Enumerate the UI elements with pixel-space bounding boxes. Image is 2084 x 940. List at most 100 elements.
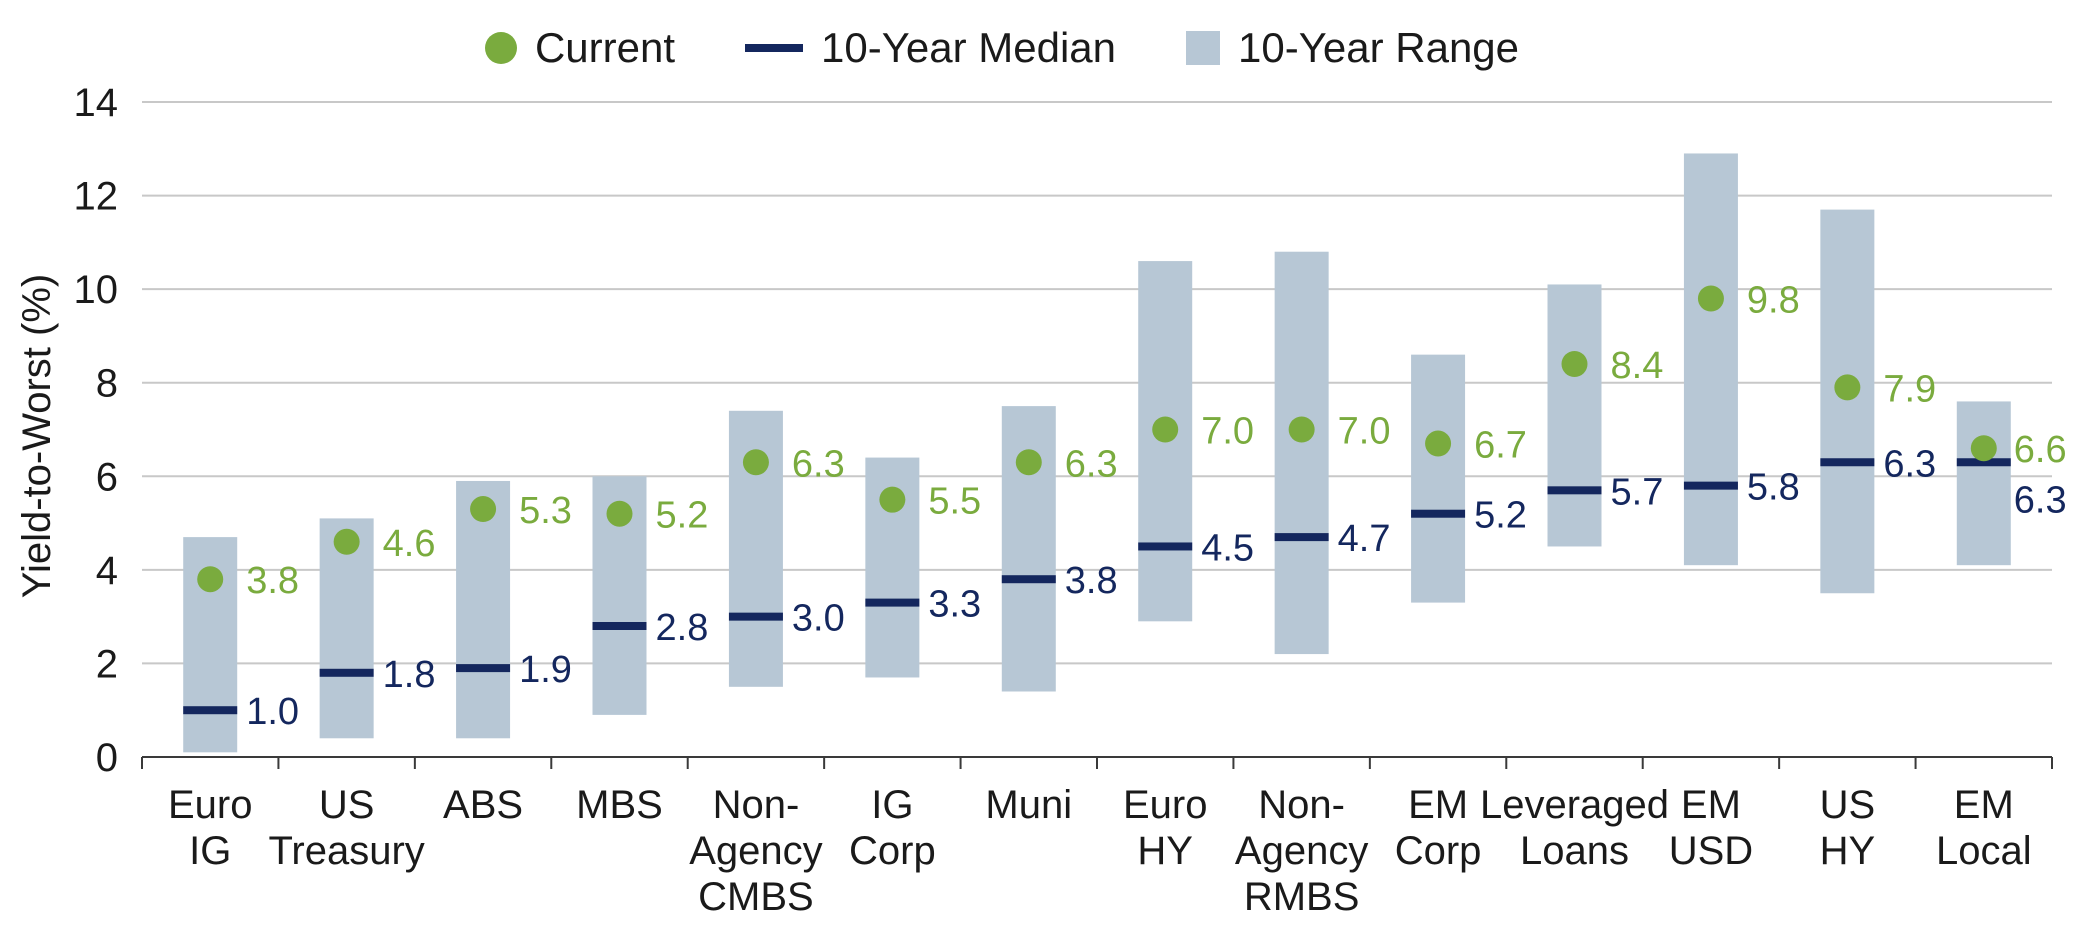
x-category-label-ig-corp: IG Corp xyxy=(849,783,936,873)
current-label-euro-hy: 7.0 xyxy=(1201,411,1254,453)
current-label-em-usd: 9.8 xyxy=(1747,280,1800,322)
current-dot-muni xyxy=(1015,449,1042,476)
current-dot-us-hy xyxy=(1834,374,1861,401)
range-bar-muni xyxy=(1001,406,1056,692)
x-category-label-line: ABS xyxy=(443,783,523,827)
legend: Current 10-Year Median 10-Year Range xyxy=(0,18,2044,78)
y-tick-label-12: 12 xyxy=(74,175,119,219)
x-category-label-line: Muni xyxy=(985,783,1072,827)
median-label-us-hy: 6.3 xyxy=(1883,443,1936,485)
current-label-euro-ig: 3.8 xyxy=(246,560,299,602)
current-label-muni: 6.3 xyxy=(1065,443,1118,485)
median-label-us-treasury: 1.8 xyxy=(383,654,436,696)
legend-median-label: 10-Year Median xyxy=(821,24,1117,71)
x-category-label-line: HY xyxy=(1137,829,1193,873)
x-category-label-line: EM xyxy=(1954,783,2014,827)
legend-item-range: 10-Year Range xyxy=(1186,24,1519,72)
range-bar-em-usd xyxy=(1683,153,1738,566)
median-bar-euro-hy xyxy=(1138,542,1193,551)
x-category-label-line: CMBS xyxy=(698,875,814,919)
range-bar-em-local xyxy=(1956,401,2011,566)
current-label-em-corp: 6.7 xyxy=(1474,425,1527,467)
range-bar-us-treasury xyxy=(319,518,374,739)
range-bar-abs xyxy=(456,480,511,739)
median-label-mbs: 2.8 xyxy=(656,607,709,649)
x-category-label-line: Loans xyxy=(1520,829,1629,873)
current-layer: 3.8 4.6 5.3 5.2 6.3 5.5 6.3 7.0 7.0 6.7 8.4 9.8 7.9 6… xyxy=(197,280,2067,602)
current-dot-euro-ig xyxy=(197,566,224,593)
median-bar-mbs xyxy=(592,622,647,630)
current-label-ig-corp: 5.5 xyxy=(928,481,981,523)
median-bar-us-hy xyxy=(1820,458,1875,467)
x-category-label-line: Agency xyxy=(689,829,822,873)
x-category-label-line: IG xyxy=(189,829,231,873)
x-category-label-line: Euro xyxy=(1123,783,1208,827)
x-category-label-leveraged-loans: Leveraged Loans xyxy=(1480,783,1669,873)
median-bar-euro-ig xyxy=(183,706,238,715)
current-label-us-treasury: 4.6 xyxy=(383,523,436,565)
current-dot-us-treasury xyxy=(333,528,360,555)
median-label-euro-hy: 4.5 xyxy=(1201,527,1254,569)
current-label-mbs: 5.2 xyxy=(656,495,709,537)
median-label-em-usd: 5.8 xyxy=(1747,467,1800,509)
median-label-euro-ig: 1.0 xyxy=(246,691,299,733)
x-category-label-line: MBS xyxy=(576,783,663,827)
x-category-label-line: Corp xyxy=(849,829,936,873)
x-category-label-line: USD xyxy=(1669,829,1753,873)
y-tick-label-4: 4 xyxy=(96,549,118,593)
median-label-non-agency-rmbs: 4.7 xyxy=(1338,518,1391,560)
median-label-leveraged-loans: 5.7 xyxy=(1611,471,1664,513)
median-label-non-agency-cmbs: 3.0 xyxy=(792,598,845,640)
median-bar-non-agency-cmbs xyxy=(728,612,783,621)
median-label-em-local: 6.3 xyxy=(2014,479,2067,521)
median-bar-muni xyxy=(1001,575,1056,584)
current-label-abs: 5.3 xyxy=(519,490,572,532)
legend-range-label: 10-Year Range xyxy=(1238,24,1520,71)
legend-item-current: Current xyxy=(484,24,675,72)
x-category-label-line: Treasury xyxy=(268,829,424,873)
median-label-abs: 1.9 xyxy=(519,649,572,691)
current-dot-em-usd xyxy=(1697,285,1724,312)
x-category-label-abs: ABS xyxy=(443,783,523,827)
y-tick-label-6: 6 xyxy=(96,455,118,499)
median-bar-non-agency-rmbs xyxy=(1274,533,1329,542)
current-dot-abs xyxy=(470,496,497,523)
median-label-ig-corp: 3.3 xyxy=(928,584,981,626)
median-bar-us-treasury xyxy=(319,668,374,677)
current-label-em-local: 6.6 xyxy=(2014,429,2067,471)
legend-current-marker xyxy=(484,32,517,64)
x-category-label-line: Agency xyxy=(1235,829,1368,873)
current-dot-em-local xyxy=(1970,435,1997,462)
range-bar-non-agency-rmbs xyxy=(1274,251,1329,655)
x-category-label-em-corp: EM Corp xyxy=(1395,783,1482,873)
x-category-label-mbs: MBS xyxy=(576,783,663,827)
current-dot-mbs xyxy=(606,500,633,527)
legend-median-marker xyxy=(745,44,804,52)
current-label-non-agency-cmbs: 6.3 xyxy=(792,443,845,485)
current-label-leveraged-loans: 8.4 xyxy=(1611,345,1664,387)
x-category-label-non-agency-cmbs: Non-Agency CMBS xyxy=(689,783,822,919)
x-category-label-us-hy: US HY xyxy=(1820,783,1876,873)
x-category-label-line: Non- xyxy=(713,783,800,827)
median-bar-em-corp xyxy=(1411,509,1466,518)
median-bar-em-usd xyxy=(1683,481,1738,490)
current-dot-em-corp xyxy=(1425,430,1452,457)
median-bar-em-local xyxy=(1956,458,2011,467)
y-tick-label-2: 2 xyxy=(96,642,118,686)
current-dot-euro-hy xyxy=(1152,416,1179,443)
range-bar-us-hy xyxy=(1820,209,1875,594)
x-category-label-em-local: EM Local xyxy=(1936,783,2032,873)
x-category-label-euro-ig: Euro IG xyxy=(168,783,253,873)
legend-range-marker xyxy=(1186,31,1221,65)
current-dot-leveraged-loans xyxy=(1561,351,1588,377)
x-category-label-line: Leveraged xyxy=(1480,783,1669,827)
x-category-label-line: Non- xyxy=(1258,783,1345,827)
x-category-label-line: EM xyxy=(1681,783,1741,827)
current-dot-non-agency-rmbs xyxy=(1288,416,1315,443)
y-tick-label-14: 14 xyxy=(74,81,119,125)
x-category-label-line: HY xyxy=(1820,829,1876,873)
y-tick-label-10: 10 xyxy=(74,268,119,312)
current-label-us-hy: 7.9 xyxy=(1883,368,1936,410)
